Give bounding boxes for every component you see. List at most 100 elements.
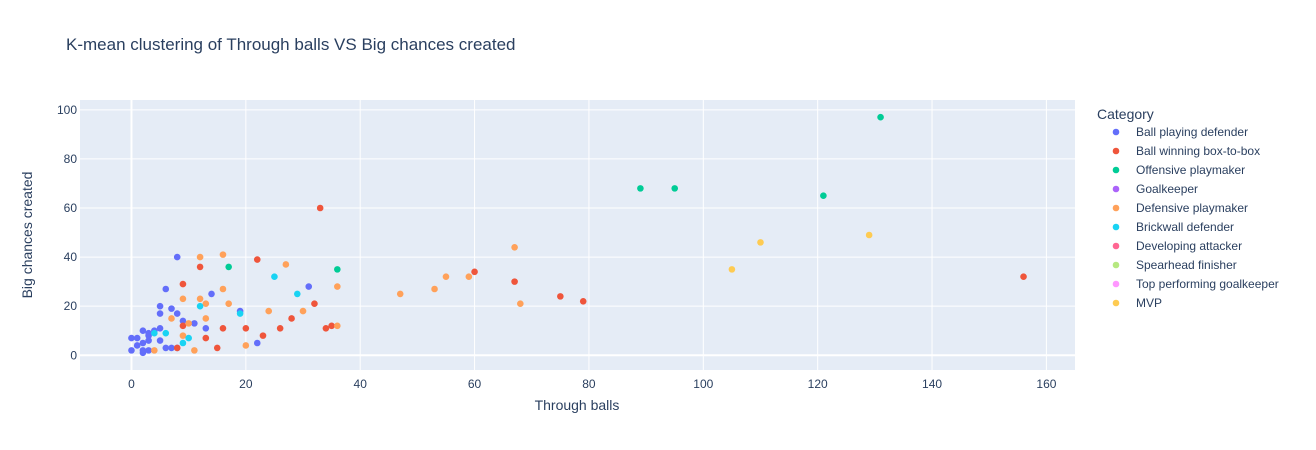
data-point xyxy=(196,295,204,303)
data-point xyxy=(133,334,141,342)
data-point xyxy=(128,347,135,354)
data-point xyxy=(145,337,152,344)
x-tick-label: 40 xyxy=(354,377,368,391)
legend-marker[interactable] xyxy=(1112,128,1120,136)
legend-marker[interactable] xyxy=(1112,242,1120,250)
data-point xyxy=(151,329,158,337)
data-point xyxy=(156,337,164,344)
x-axis-title: Through balls xyxy=(535,397,620,413)
data-point xyxy=(471,268,478,276)
legend-item-label[interactable]: Developing attacker xyxy=(1136,239,1242,253)
data-point xyxy=(282,261,290,268)
legend-marker[interactable] xyxy=(1112,204,1120,212)
data-point xyxy=(1020,273,1027,281)
legend: Category Ball playing defender Ball winni… xyxy=(1097,106,1279,310)
data-point xyxy=(271,273,278,281)
data-point xyxy=(191,347,198,354)
data-point xyxy=(334,266,341,273)
legend-marker[interactable] xyxy=(1112,299,1120,307)
data-point xyxy=(185,334,192,342)
legend-item-label[interactable]: MVP xyxy=(1136,296,1162,310)
legend-marker[interactable] xyxy=(1112,261,1120,269)
data-point xyxy=(151,347,158,354)
data-point xyxy=(202,315,210,322)
data-point xyxy=(219,285,227,293)
legend-marker[interactable] xyxy=(1112,185,1120,193)
data-point xyxy=(173,310,181,317)
data-point xyxy=(293,290,301,298)
data-point xyxy=(202,300,210,308)
y-tick-label: 100 xyxy=(57,103,77,117)
legend-marker[interactable] xyxy=(1112,223,1120,231)
data-point xyxy=(253,339,261,347)
data-point xyxy=(179,295,187,303)
data-point xyxy=(236,310,244,317)
data-point xyxy=(162,285,170,293)
data-point xyxy=(728,266,736,273)
data-point xyxy=(865,231,873,239)
data-point xyxy=(225,263,232,271)
data-point xyxy=(191,320,198,327)
data-point xyxy=(202,334,210,342)
data-points xyxy=(128,113,1027,357)
legend-marker[interactable] xyxy=(1112,166,1120,174)
data-point xyxy=(179,332,187,339)
x-tick-label: 60 xyxy=(468,377,482,391)
data-point xyxy=(162,329,170,337)
legend-item-label[interactable]: Offensive playmaker xyxy=(1136,163,1245,177)
data-point xyxy=(168,305,175,312)
data-point xyxy=(196,253,204,261)
legend-item-label[interactable]: Goalkeeper xyxy=(1136,182,1198,196)
y-tick-label: 0 xyxy=(70,348,77,362)
legend-marker[interactable] xyxy=(1112,147,1120,155)
data-point xyxy=(757,239,764,246)
data-point xyxy=(305,283,313,290)
data-point xyxy=(139,347,147,354)
data-point xyxy=(156,324,164,332)
data-point xyxy=(173,253,181,261)
legend-item-label[interactable]: Defensive playmaker xyxy=(1136,201,1248,215)
data-point xyxy=(213,344,221,352)
y-tick-label: 40 xyxy=(64,250,78,264)
data-point xyxy=(259,332,267,339)
legend-item-label[interactable]: Top performing goalkeeper xyxy=(1136,277,1279,291)
data-point xyxy=(225,300,232,308)
data-point xyxy=(396,290,404,298)
data-point xyxy=(145,347,152,354)
data-point xyxy=(242,342,250,349)
x-tick-label: 100 xyxy=(693,377,713,391)
data-point xyxy=(253,256,261,263)
data-point xyxy=(299,307,307,315)
data-point xyxy=(185,320,192,327)
data-point xyxy=(431,285,438,293)
legend-item-label[interactable]: Brickwall defender xyxy=(1136,220,1234,234)
legend-marker[interactable] xyxy=(1112,280,1120,288)
legend-item-label[interactable]: Ball winning box-to-box xyxy=(1136,144,1260,158)
data-point xyxy=(511,243,518,251)
data-point xyxy=(162,344,170,352)
data-point xyxy=(196,302,204,310)
data-point xyxy=(179,322,187,330)
data-point xyxy=(442,273,450,281)
data-point xyxy=(139,339,147,347)
data-point xyxy=(219,251,227,258)
data-point xyxy=(168,315,175,322)
legend-title: Category xyxy=(1097,106,1154,122)
x-tick-label: 160 xyxy=(1036,377,1056,391)
data-point xyxy=(202,324,210,332)
legend-item-label[interactable]: Ball playing defender xyxy=(1136,125,1248,139)
data-point xyxy=(179,317,187,325)
data-point xyxy=(156,310,164,317)
data-point xyxy=(168,344,175,352)
plot-background xyxy=(80,100,1075,370)
data-point xyxy=(637,185,644,192)
legend-item-label[interactable]: Spearhead finisher xyxy=(1136,258,1237,272)
data-point xyxy=(145,329,152,337)
data-point xyxy=(820,192,827,200)
data-point xyxy=(133,342,141,349)
data-point xyxy=(288,315,295,322)
y-tick-label: 20 xyxy=(64,299,78,313)
data-point xyxy=(156,302,164,310)
data-point xyxy=(511,278,518,285)
